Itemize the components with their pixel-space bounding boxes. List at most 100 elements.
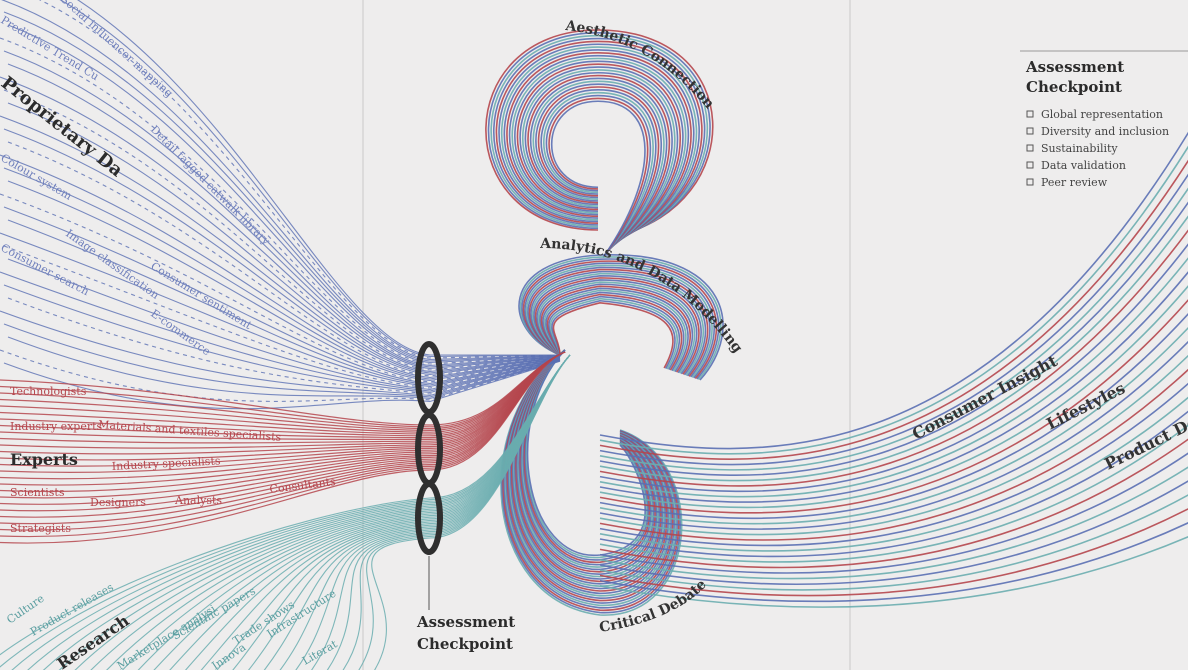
flow-line-proprietary	[3, 167, 561, 380]
flow-line-output	[599, 452, 1188, 574]
flow-line-output	[599, 159, 1188, 460]
ribbon-line-middle	[545, 291, 685, 372]
panel-item-checkbox	[1026, 161, 1034, 169]
flow-line-proprietary	[3, 11, 561, 362]
flow-line-output	[599, 522, 1188, 603]
ribbon-line-top	[490, 34, 709, 238]
ribbon-line-middle	[525, 264, 713, 378]
ribbon-line-middle	[542, 287, 689, 373]
right-flow-lines	[599, 131, 1188, 608]
ribbon-line-middle	[521, 258, 720, 380]
flow-line-output	[599, 368, 1188, 541]
flow-line-proprietary	[0, 310, 561, 397]
flow-line-output	[599, 508, 1188, 597]
ribbon-line-middle	[551, 299, 676, 369]
flow-line-proprietary	[0, 154, 561, 379]
flow-line-output	[599, 494, 1188, 591]
flow-line-output	[599, 326, 1188, 525]
ribbon-line-top	[519, 66, 679, 248]
flow-line-output	[599, 354, 1188, 536]
flow-line-proprietary	[7, 180, 561, 382]
ribbon-line-top	[492, 37, 706, 239]
ribbon-line-middle	[530, 270, 707, 377]
flow-line-output	[599, 312, 1188, 520]
ribbon-line-top	[487, 32, 711, 237]
flow-line-output	[599, 229, 1188, 487]
flow-line-output	[599, 145, 1188, 455]
ribbon-line-top	[514, 60, 684, 246]
flow-line-proprietary	[0, 232, 561, 388]
flow-line-proprietary	[7, 24, 561, 364]
ribbon-line-top	[485, 29, 714, 236]
flow-line-output	[599, 466, 1188, 580]
ribbon-line-top	[522, 69, 676, 249]
panel-item: Sustainability	[1041, 142, 1118, 155]
flow-line-output	[599, 131, 1188, 450]
panel-item-checkbox	[1026, 127, 1034, 135]
flow-line-proprietary	[3, 245, 561, 389]
ribbon-line-top	[537, 86, 660, 254]
flow-line-output	[599, 187, 1188, 471]
ribbon-line-middle	[540, 285, 691, 373]
flow-line-output	[599, 201, 1188, 477]
flow-line-proprietary	[7, 219, 561, 386]
checkpoint-label-line1: Assessment	[416, 613, 515, 631]
flow-line-proprietary	[0, 76, 561, 370]
ribbon-line-middle	[536, 279, 698, 375]
ribbon-line-top	[511, 57, 687, 245]
ribbon-line-top	[542, 91, 654, 256]
ribbon-line-top	[508, 54, 690, 244]
ribbon-line-middle	[546, 293, 683, 371]
flow-line-proprietary	[7, 297, 561, 395]
flow-line-output	[599, 438, 1188, 569]
checkpoint-panel: Assessment Checkpoint Global representat…	[1020, 50, 1188, 189]
panel-item: Global representation	[1041, 108, 1163, 121]
ribbon-line-middle	[518, 254, 724, 381]
flow-line-output	[599, 424, 1188, 563]
label-industry-specialists: Industry specialists	[111, 454, 221, 473]
ribbon-line-top	[529, 77, 668, 251]
ribbon-line-top	[516, 63, 681, 247]
flow-line-output	[599, 173, 1188, 466]
label-catwalk-library: Detail tagged catwalk library	[148, 123, 273, 248]
label-strategists: Strategists	[10, 522, 71, 535]
checkpoint-label-line2: Checkpoint	[417, 635, 513, 653]
label-designers: Designers	[90, 496, 146, 509]
flow-line-proprietary	[0, 193, 561, 383]
ribbon-line-middle	[539, 283, 694, 374]
ribbon-line-middle	[537, 281, 696, 374]
ribbon-line-middle	[548, 295, 681, 371]
flow-line-output	[599, 535, 1188, 608]
ribbon-line-middle	[552, 302, 674, 369]
ribbon-line-top	[548, 97, 649, 258]
flow-line-proprietary	[3, 284, 561, 394]
ribbon-group	[485, 29, 724, 616]
ribbon-line-middle	[527, 266, 711, 378]
flow-line-proprietary	[1, 0, 561, 361]
label-technologists: Technologists	[10, 385, 87, 398]
flow-line-output	[599, 340, 1188, 530]
flow-line-proprietary	[3, 206, 561, 385]
panel-item: Peer review	[1041, 176, 1108, 189]
panel-item: Diversity and inclusion	[1041, 125, 1169, 138]
ribbon-line-top	[551, 100, 646, 258]
ribbon-line-top	[501, 46, 698, 242]
ribbon-line-top	[532, 80, 665, 252]
label-ecommerce: E-commerce	[148, 307, 213, 358]
label-industry-experts: Industry experts	[10, 420, 103, 433]
flow-line-proprietary	[59, 0, 561, 358]
label-colour-system: Colour system	[0, 151, 75, 203]
experts-title: Experts	[10, 450, 78, 469]
flow-line-proprietary	[38, 0, 561, 359]
left-flow-lines	[0, 0, 571, 670]
flow-line-experts	[0, 351, 566, 544]
output-product-development: Product Development	[0, 0, 1188, 474]
label-scientists: Scientists	[10, 486, 65, 499]
flow-line-proprietary	[7, 63, 561, 368]
panel-title-line1: Assessment	[1025, 58, 1124, 76]
flow-line-output	[599, 410, 1188, 558]
flow-line-research	[371, 354, 571, 670]
flow-line-output	[599, 215, 1188, 482]
